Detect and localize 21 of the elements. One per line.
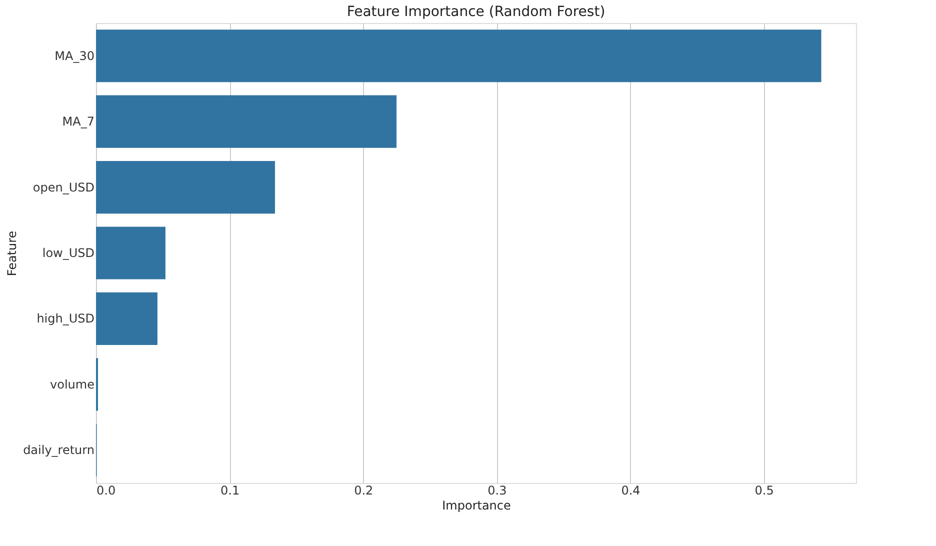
x-tick-label: 0.5	[754, 484, 774, 498]
bar	[96, 226, 166, 280]
y-tick-label: volume	[50, 377, 94, 392]
chart-title: Feature Importance (Random Forest)	[346, 4, 606, 20]
x-axis-title: Importance	[442, 498, 511, 512]
y-tick-label: open_USD	[32, 180, 94, 194]
y-tick-label: daily_return	[23, 443, 94, 458]
x-tick-label: 0.1	[220, 484, 240, 498]
bar	[96, 95, 397, 148]
x-tick-label: 0.3	[488, 484, 507, 498]
x-tick-label: 0.4	[621, 484, 640, 498]
y-tick-label: low_USD	[42, 246, 94, 260]
y-tick-label: MA_7	[62, 114, 94, 129]
y-axis-title: Feature	[5, 230, 20, 276]
x-tick-label: 0.2	[354, 484, 374, 498]
y-tick-label: MA_30	[54, 48, 94, 63]
x-tick-label: 0.0	[96, 484, 116, 498]
bar	[96, 30, 822, 82]
bar	[96, 292, 158, 345]
y-tick-label: high_USD	[36, 312, 94, 326]
bar	[96, 161, 275, 214]
